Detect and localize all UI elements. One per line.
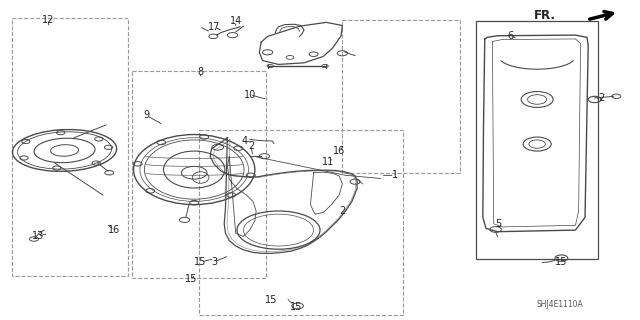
Text: 3: 3 [211, 257, 217, 267]
Text: 15: 15 [185, 275, 197, 284]
Text: 9: 9 [143, 110, 149, 120]
Text: FR.: FR. [534, 10, 556, 22]
Text: 12: 12 [42, 15, 55, 25]
Bar [342, 20, 461, 173]
Bar [132, 71, 266, 278]
Text: 15: 15 [264, 295, 277, 305]
Text: 13: 13 [31, 231, 44, 242]
Text: 2: 2 [248, 141, 254, 151]
Text: 5: 5 [496, 219, 502, 229]
Text: 17: 17 [209, 22, 221, 32]
Bar [198, 130, 403, 315]
Text: 11: 11 [322, 156, 335, 167]
Text: 10: 10 [244, 90, 256, 100]
Bar [476, 21, 598, 259]
Text: 2: 2 [598, 93, 604, 103]
Text: 15: 15 [556, 257, 568, 267]
Text: SHJ4E1110A: SHJ4E1110A [536, 300, 583, 309]
Text: 1: 1 [392, 170, 398, 180]
Text: 14: 14 [230, 16, 242, 27]
Text: 6: 6 [508, 31, 513, 41]
Text: 8: 8 [198, 68, 204, 77]
Text: 16: 16 [108, 225, 120, 235]
Text: 16: 16 [333, 146, 346, 156]
Text: 2: 2 [339, 206, 346, 216]
Text: 4: 4 [241, 136, 248, 146]
Text: 15: 15 [195, 257, 207, 267]
Bar [12, 18, 129, 276]
Text: 15: 15 [289, 301, 302, 312]
